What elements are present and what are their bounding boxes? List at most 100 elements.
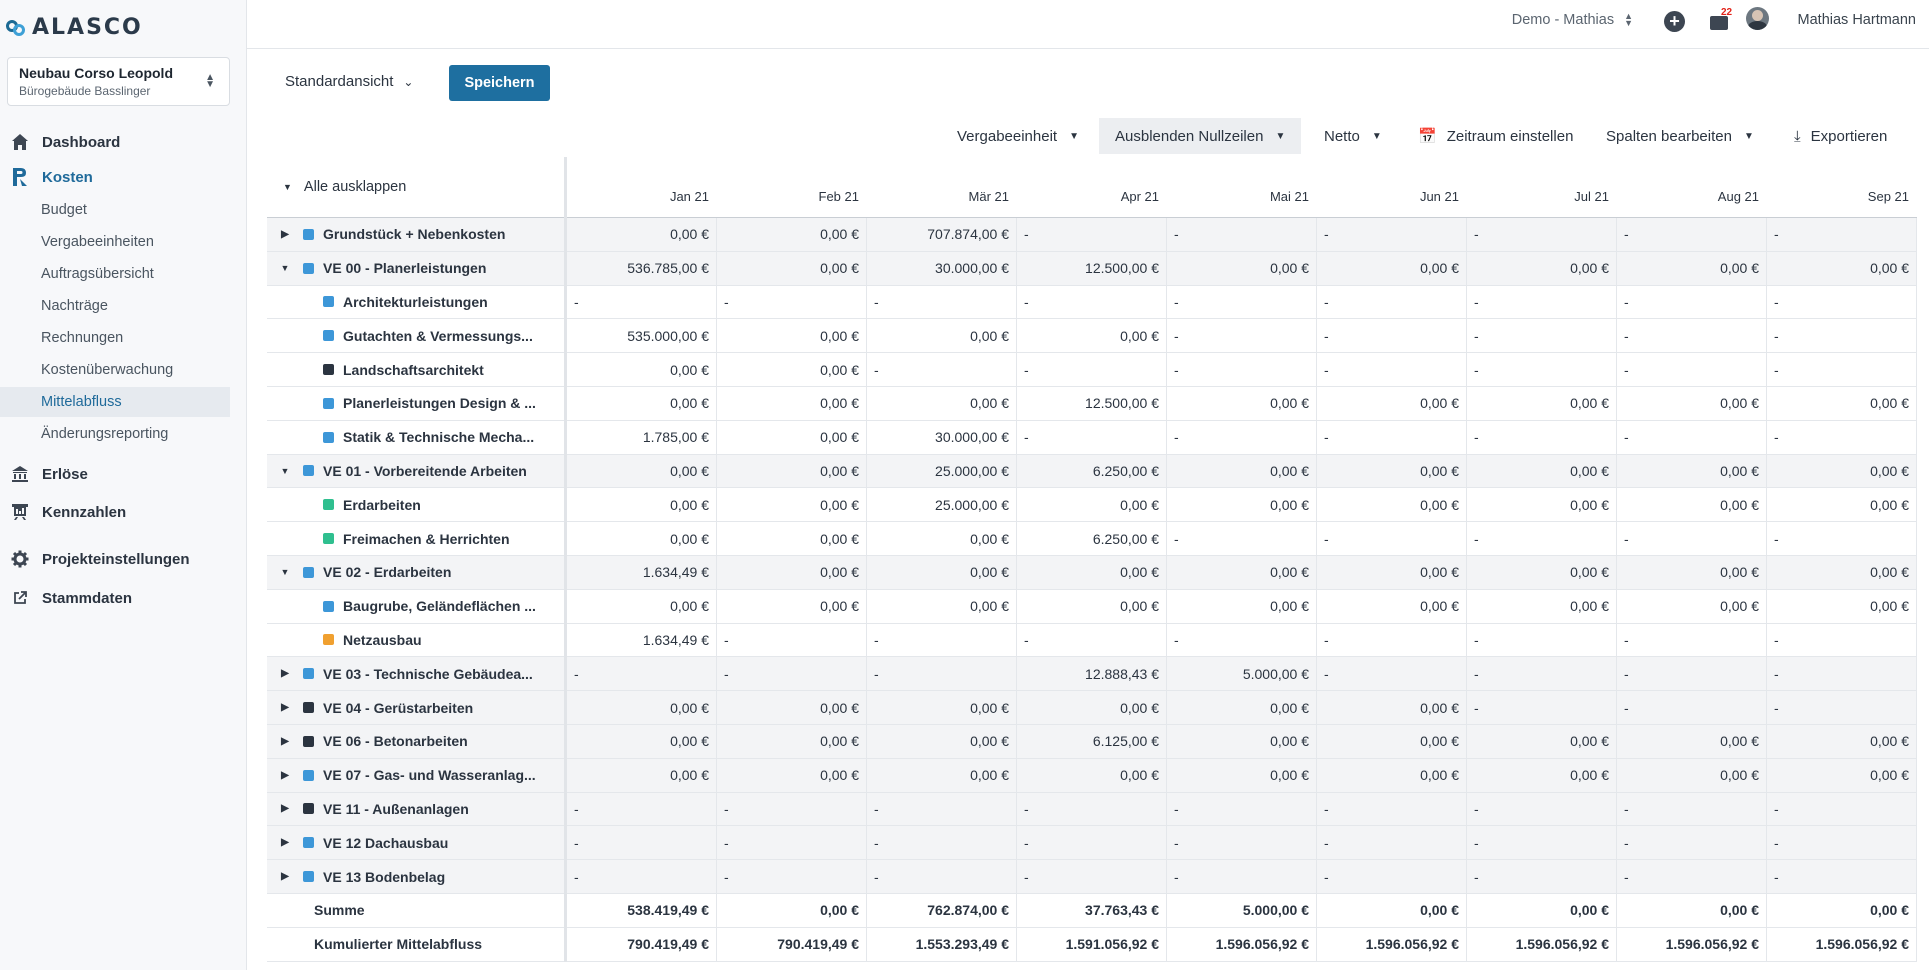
- collapsed-caret-icon[interactable]: ▶: [281, 871, 289, 883]
- value-cell: 0,00 €: [1167, 589, 1317, 623]
- frozen-column-divider[interactable]: [564, 157, 567, 962]
- value-cell: 0,00 €: [1167, 555, 1317, 589]
- table-row[interactable]: ▼ VE 01 - Vorbereitende Arbeiten 0,00 €0,0…: [267, 454, 1917, 489]
- value-cell: -: [1167, 218, 1317, 251]
- value-cell: 0,00 €: [1017, 319, 1167, 353]
- value-cell: 0,00 €: [1767, 454, 1917, 488]
- table-row[interactable]: ▼ VE 02 - Erdarbeiten 1.634,49 €0,00 €0,00…: [267, 555, 1917, 590]
- notification-badge: 22: [1721, 7, 1733, 18]
- month-header: Mär 21: [968, 189, 1009, 204]
- nullzeilen-dropdown[interactable]: Ausblenden Nullzeilen ▼: [1099, 118, 1302, 154]
- sidebar-item-kennzahlen[interactable]: Kennzahlen: [0, 497, 230, 527]
- vergabeeinheit-dropdown[interactable]: Vergabeeinheit ▼: [941, 118, 1095, 154]
- collapsed-caret-icon[interactable]: ▶: [281, 228, 289, 240]
- logo-text: ALASCO: [32, 14, 143, 40]
- sidebar-item-rechnungen[interactable]: Rechnungen: [0, 323, 230, 353]
- collapsed-caret-icon[interactable]: ▶: [281, 735, 289, 747]
- table-row[interactable]: ▶ VE 13 Bodenbelag - - - - - - - - -: [267, 860, 1917, 894]
- row-label: Architekturleistungen: [343, 293, 488, 310]
- row-label-cell: Architekturleistungen: [267, 286, 564, 319]
- value-cell: 1.596.056,92 €: [1767, 927, 1917, 961]
- table-row[interactable]: ▶ VE 04 - Gerüstarbeiten 0,00 €0,00 €0,00 …: [267, 691, 1917, 725]
- month-header: Aug 21: [1717, 189, 1759, 204]
- value-cell: -: [567, 285, 717, 319]
- value-cell: 25.000,00 €: [867, 488, 1017, 522]
- table-row[interactable]: ▶ VE 06 - Betonarbeiten 0,00 €0,00 €0,00 €…: [267, 724, 1917, 759]
- value-cell: -: [1767, 218, 1917, 251]
- value-cell: 0,00 €: [1767, 386, 1917, 420]
- sidebar-item-label: Änderungsreporting: [41, 426, 169, 442]
- sidebar-item-stammdaten[interactable]: Stammdaten: [0, 583, 230, 613]
- row-label-cell: Baugrube, Geländeflächen ...: [267, 590, 564, 623]
- expanded-caret-icon[interactable]: ▼: [280, 465, 290, 476]
- collapsed-caret-icon[interactable]: ▶: [281, 803, 289, 815]
- sidebar-item-projekteinstellungen[interactable]: Projekteinstellungen: [0, 544, 230, 574]
- alasco-logo[interactable]: ALASCO: [6, 14, 143, 40]
- sidebar-item-kostenüberwachung[interactable]: Kostenüberwachung: [0, 355, 230, 385]
- month-header: Mai 21: [1269, 189, 1309, 204]
- zeitraum-button[interactable]: 📅 Zeitraum einstellen: [1402, 118, 1589, 154]
- value-cell: -: [1167, 353, 1317, 386]
- value-cell: -: [1617, 522, 1767, 555]
- table-row[interactable]: ▶ VE 07 - Gas- und Wasseranlag... 0,00 €0,…: [267, 758, 1917, 793]
- row-label: VE 06 - Betonarbeiten: [323, 733, 468, 750]
- account-switcher[interactable]: Demo - Mathias ▲ ▼: [1512, 12, 1633, 29]
- color-square-icon: [323, 330, 334, 342]
- color-square-icon: [323, 431, 334, 443]
- avatar[interactable]: [1746, 7, 1769, 30]
- sidebar-item-vergabeeinheiten[interactable]: Vergabeeinheiten: [0, 227, 230, 257]
- caret-down-icon: ▼: [283, 182, 292, 192]
- inbox-icon[interactable]: 22: [1709, 7, 1732, 30]
- table-row[interactable]: ▶ VE 11 - Außenanlagen - - - - - - - - -: [267, 792, 1917, 827]
- row-label-cell: ▶ Grundstück + Nebenkosten: [267, 218, 564, 251]
- value-cell: 0,00 €: [717, 454, 867, 488]
- table-row[interactable]: ▶ VE 12 Dachausbau - - - - - - - - -: [267, 826, 1917, 861]
- caret-down-icon: ▼: [1743, 130, 1754, 142]
- sidebar-item-erlöse[interactable]: Erlöse: [0, 459, 230, 489]
- value-cell: -: [1767, 860, 1917, 893]
- sidebar-item-auftragsübersicht[interactable]: Auftragsübersicht: [0, 259, 230, 289]
- spalten-dropdown[interactable]: Spalten bearbeiten ▼: [1590, 118, 1770, 154]
- logo-mark-icon: [6, 17, 26, 37]
- sidebar-item-nachträge[interactable]: Nachträge: [0, 291, 230, 321]
- value-cell: 790.419,49 €: [567, 927, 717, 961]
- sidebar-item-budget[interactable]: Budget: [0, 195, 230, 225]
- save-button[interactable]: Speichern: [449, 65, 550, 101]
- value-cell: 0,00 €: [1617, 555, 1767, 589]
- value-cell: -: [717, 826, 867, 860]
- value-cell: -: [1167, 792, 1317, 826]
- table-row[interactable]: ▶ Grundstück + Nebenkosten 0,00 €0,00 €707…: [267, 218, 1917, 252]
- sidebar-item-mittelabfluss[interactable]: Mittelabfluss: [0, 387, 230, 417]
- expand-all-toggle[interactable]: ▼ Alle ausklappen: [283, 179, 406, 195]
- expanded-caret-icon[interactable]: ▼: [280, 567, 290, 578]
- sidebar-item-dashboard[interactable]: Dashboard: [0, 127, 230, 157]
- table-row[interactable]: ▼ VE 00 - Planerleistungen 536.785,00 €0,0…: [267, 251, 1917, 286]
- value-cell: 0,00 €: [1467, 386, 1617, 420]
- value-cell: 0,00 €: [1617, 488, 1767, 522]
- row-label: Freimachen & Herrichten: [343, 530, 510, 547]
- row-label-cell: ▼ VE 02 - Erdarbeiten: [267, 556, 564, 589]
- table-row[interactable]: ▶ VE 03 - Technische Gebäudea... - - -12.888…: [267, 657, 1917, 692]
- value-cell: -: [1167, 623, 1317, 657]
- value-cell: 0,00 €: [717, 218, 867, 251]
- collapsed-caret-icon[interactable]: ▶: [281, 702, 289, 714]
- view-selector[interactable]: Standardansicht ⌄: [285, 73, 413, 90]
- netto-dropdown[interactable]: Netto ▼: [1308, 118, 1398, 154]
- sidebar-item-änderungsreporting[interactable]: Änderungsreporting: [0, 419, 230, 449]
- export-button[interactable]: ⤓ Exportieren: [1778, 118, 1903, 154]
- sidebar-item-kosten[interactable]: Kosten: [0, 162, 230, 192]
- add-circle-icon[interactable]: +: [1664, 11, 1685, 32]
- value-cell: 6.250,00 €: [1017, 454, 1167, 488]
- value-cell: 1.785,00 €: [567, 420, 717, 454]
- value-cell: -: [1317, 522, 1467, 555]
- color-square-icon: [323, 600, 334, 612]
- color-square-icon: [303, 769, 314, 781]
- expanded-caret-icon[interactable]: ▼: [280, 263, 290, 274]
- collapsed-caret-icon[interactable]: ▶: [281, 769, 289, 781]
- collapsed-caret-icon[interactable]: ▶: [281, 668, 289, 680]
- collapsed-caret-icon[interactable]: ▶: [281, 837, 289, 849]
- project-selector[interactable]: Neubau Corso Leopold Bürogebäude Basslin…: [7, 57, 230, 106]
- user-name[interactable]: Mathias Hartmann: [1797, 12, 1916, 28]
- value-cell: 1.596.056,92 €: [1467, 927, 1617, 961]
- value-cell: 0,00 €: [1317, 488, 1467, 522]
